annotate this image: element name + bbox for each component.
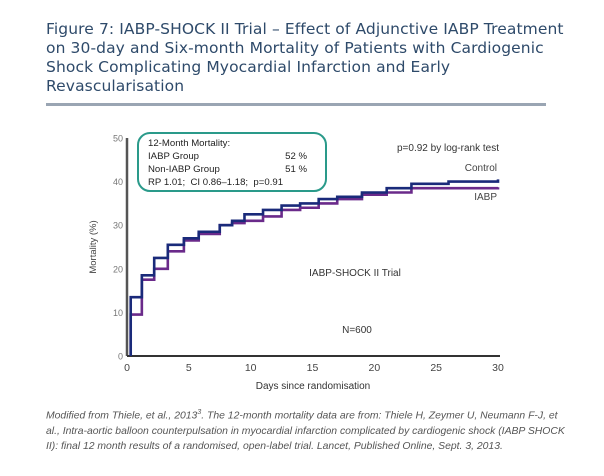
inset-stats: RP 1.01; CI 0.86–1.18; p=0.91 <box>148 177 283 188</box>
y-tick-label: 20 <box>113 264 123 274</box>
inset-row-label: IABP Group <box>148 151 199 162</box>
figure-caption: Modified from Thiele, et al., 20133. The… <box>46 405 566 455</box>
series-line-control <box>129 179 500 356</box>
title-divider <box>46 103 546 106</box>
legend-iabp: IABP <box>474 192 497 203</box>
inset-box-border <box>137 132 327 192</box>
x-axis-label: Days since randomisation <box>256 381 371 392</box>
x-tick-label: 20 <box>368 362 380 374</box>
y-axis-label: Mortality (%) <box>88 220 99 273</box>
y-tick-label: 30 <box>113 221 123 231</box>
inset-row-value: 52 % <box>285 151 307 162</box>
inset-row-label: Non-IABP Group <box>148 164 220 175</box>
x-tick-label: 10 <box>245 362 257 374</box>
legend-control: Control <box>465 163 497 174</box>
x-tick-label: 15 <box>307 362 319 374</box>
x-tick-label: 0 <box>124 362 130 374</box>
pvalue-annotation: p=0.92 by log-rank test <box>397 143 499 154</box>
caption-reference: 3 <box>197 409 202 416</box>
y-tick-label: 50 <box>113 134 123 144</box>
x-tick-label: 30 <box>492 362 504 374</box>
y-tick-label: 40 <box>113 177 123 187</box>
inset-title: 12-Month Mortality: <box>148 138 230 149</box>
caption-text-continued: . The 12-month mortality data are from: … <box>46 410 565 453</box>
inset-box: 12-Month Mortality: IABP Group 52 % Non-… <box>137 132 327 192</box>
y-tick-label: 10 <box>113 308 123 318</box>
caption-text: Modified from Thiele, et al., 2013 <box>46 410 198 422</box>
n-annotation: N=600 <box>342 325 372 336</box>
trial-annotation: IABP-SHOCK II Trial <box>309 268 401 279</box>
figure-title: Figure 7: IABP-SHOCK II Trial – Effect o… <box>46 20 564 95</box>
y-tick-label: 0 <box>118 352 123 362</box>
series-line-iabp <box>129 186 500 356</box>
x-tick-label: 5 <box>186 362 192 374</box>
x-tick-label: 25 <box>430 362 442 374</box>
inset-row-value: 51 % <box>285 164 307 175</box>
